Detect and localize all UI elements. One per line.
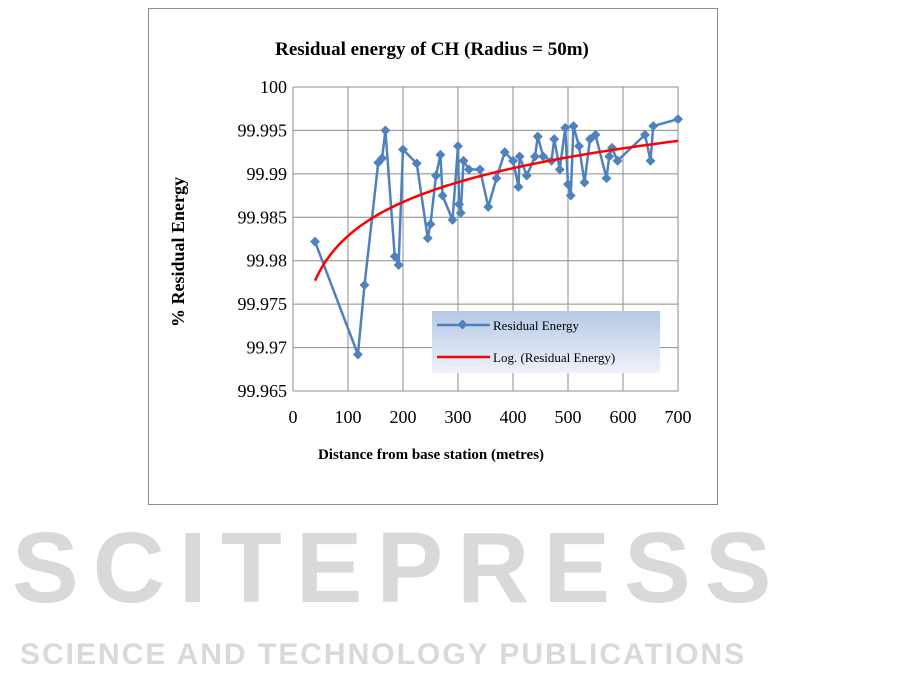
y-tick-label: 99.98 (247, 251, 288, 271)
data-point (604, 151, 615, 162)
data-point (648, 121, 659, 132)
data-point (612, 155, 623, 166)
data-point (565, 190, 576, 201)
data-point (380, 125, 391, 136)
data-point (568, 121, 579, 132)
x-tick-label: 500 (555, 407, 582, 427)
data-point (549, 134, 560, 145)
y-axis-label: % Residual Energy (168, 177, 188, 327)
y-tick-label: 99.995 (238, 120, 288, 140)
data-point (377, 153, 388, 164)
data-point (530, 151, 540, 162)
data-point (508, 155, 518, 166)
data-point (455, 207, 466, 218)
data-point (352, 349, 363, 360)
x-tick-label: 0 (289, 407, 298, 427)
data-point (514, 151, 525, 162)
x-tick-label: 100 (335, 407, 362, 427)
x-axis-label: Distance from base station (metres) (318, 447, 544, 463)
legend-marker-icon (457, 319, 468, 330)
legend-label-log: Log. (Residual Energy) (493, 350, 615, 365)
data-point (579, 177, 590, 188)
data-point (475, 164, 485, 175)
data-point (425, 219, 436, 230)
x-tick-label: 700 (665, 407, 692, 427)
data-point (574, 141, 584, 152)
data-point (310, 236, 320, 247)
data-point (359, 280, 370, 290)
data-point (411, 158, 422, 169)
legend: Residual Energy Log. (Residual Energy) (432, 311, 660, 373)
data-point (640, 129, 650, 140)
data-point (458, 155, 469, 166)
data-point (447, 214, 458, 225)
y-tick-label: 99.99 (247, 164, 288, 184)
x-tick-label: 600 (610, 407, 637, 427)
y-tick-label: 99.965 (238, 381, 288, 401)
y-tick-label: 99.97 (247, 338, 288, 358)
data-point (393, 260, 404, 271)
data-point (464, 164, 474, 175)
data-point (437, 190, 448, 201)
chart-title: Residual energy of CH (Radius = 50m) (275, 39, 589, 60)
data-point (673, 114, 683, 125)
data-point (554, 164, 565, 175)
data-point (532, 131, 543, 142)
x-tick-label: 200 (390, 407, 417, 427)
data-point (601, 173, 612, 184)
x-tick-label: 400 (500, 407, 527, 427)
data-point (422, 233, 433, 244)
data-point (645, 155, 656, 166)
data-point (521, 170, 532, 181)
data-point (435, 149, 446, 160)
data-point (389, 251, 400, 262)
y-tick-label: 100 (260, 77, 287, 97)
data-point (453, 141, 463, 152)
log-trendline (313, 139, 679, 282)
data-point (491, 173, 502, 184)
data-point (560, 122, 571, 133)
legend-box (432, 311, 660, 373)
watermark-sub: SCIENCE AND TECHNOLOGY PUBLICATIONS (20, 638, 747, 671)
data-point (563, 179, 573, 190)
data-point (538, 151, 549, 162)
legend-label-residual: Residual Energy (493, 318, 580, 333)
data-point (454, 199, 465, 210)
data-point (483, 201, 494, 212)
watermark-main: SCITEPRESS (12, 512, 786, 624)
data-point (499, 147, 510, 158)
data-point (513, 181, 524, 192)
y-tick-label: 99.975 (238, 294, 288, 314)
data-point (590, 129, 601, 140)
chart-frame (148, 8, 718, 505)
data-point (398, 144, 408, 155)
data-point (431, 170, 441, 181)
x-tick-label: 300 (445, 407, 472, 427)
y-tick-label: 99.985 (238, 207, 288, 227)
